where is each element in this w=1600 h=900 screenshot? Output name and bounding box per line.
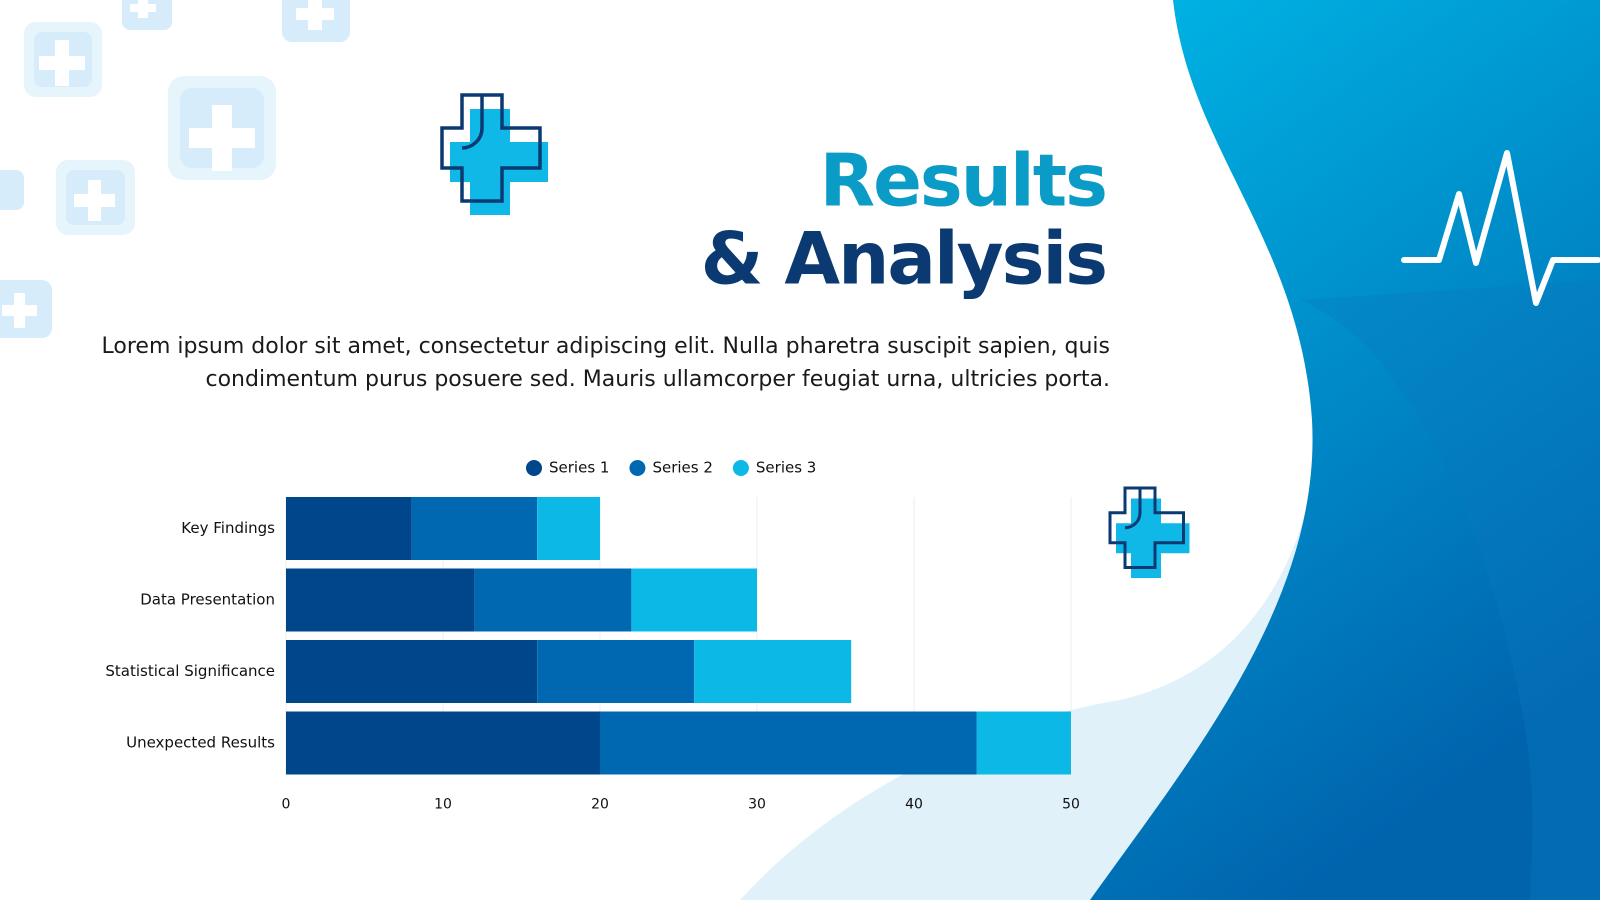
y-tick-label: Data Presentation (140, 591, 275, 609)
legend-marker (629, 460, 646, 476)
chart-title-line2: & Analysis (701, 217, 1106, 301)
bar (411, 497, 538, 560)
x-tick-label: 0 (282, 797, 291, 813)
legend-label: Series 2 (652, 459, 712, 477)
heartbeat (1401, 150, 1600, 306)
bar (286, 497, 412, 560)
legend-marker (732, 460, 749, 476)
blue-wave (1090, 0, 1600, 900)
subtitle: Lorem ipsum dolor sit amet, consectetur … (101, 334, 1110, 392)
x-tick-label: 50 (1062, 797, 1080, 813)
bar (537, 640, 695, 703)
legend-label: Series 1 (549, 459, 609, 477)
blue-wave-inner (1300, 280, 1600, 900)
bar (474, 568, 632, 632)
bar (631, 568, 757, 632)
bar (286, 568, 475, 632)
y-tick-label: Statistical Significance (105, 662, 275, 680)
x-tick-label: 10 (434, 797, 452, 813)
bar (537, 497, 600, 560)
bar (976, 711, 1071, 775)
legend-label: Series 3 (756, 459, 816, 477)
bar (694, 640, 852, 703)
bar (600, 711, 977, 775)
legend-marker (526, 460, 542, 476)
cross-icon (440, 93, 548, 215)
chart-title: Results (820, 139, 1106, 223)
plus-tiles (0, 0, 350, 338)
bar (286, 711, 600, 775)
plus-signs (2, 0, 334, 328)
y-tick-label: Unexpected Results (126, 734, 275, 752)
y-tick-label: Key Findings (181, 519, 275, 537)
x-tick-label: 20 (591, 797, 609, 813)
x-tick-label: 40 (905, 797, 923, 813)
x-tick-label: 30 (748, 797, 766, 813)
bar (286, 640, 538, 703)
cross-icon (1108, 486, 1190, 578)
